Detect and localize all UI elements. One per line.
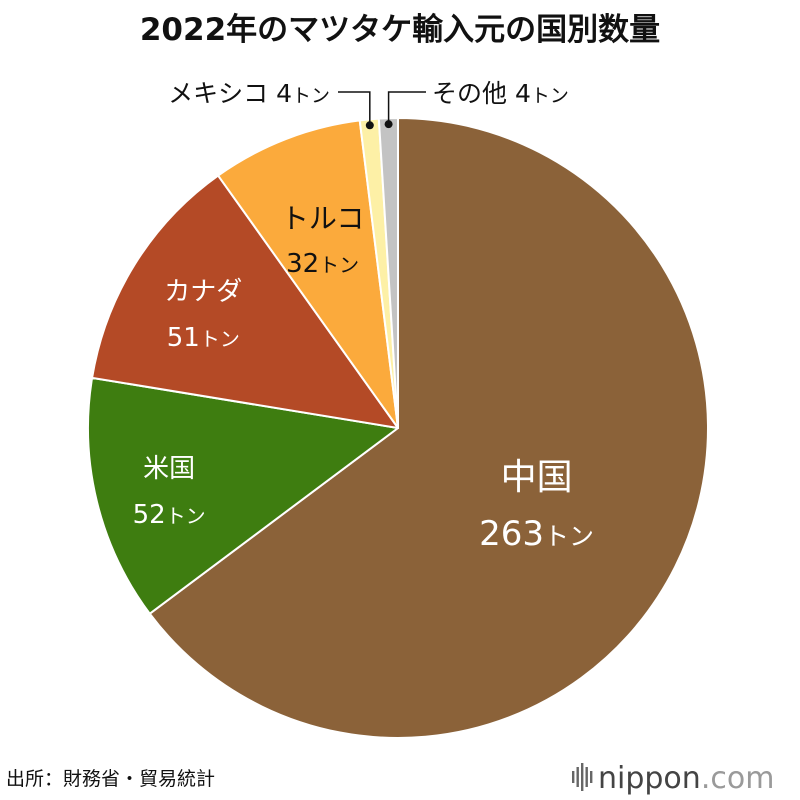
pie-slice-china [148, 117, 709, 739]
slice-value-china: 263トン [479, 514, 594, 554]
outside-label-mexico: メキシコ 4トン [168, 79, 330, 108]
logo-bars-icon [572, 763, 593, 791]
outside-label-other: その他 4トン [432, 79, 569, 108]
pie-slice-turkey [217, 119, 399, 429]
leader-line-mexico [338, 91, 371, 126]
slice-label-china: 中国 [501, 457, 573, 498]
slice-value-turkey: 32トン [286, 249, 359, 279]
slice-label-turkey: トルコ [281, 202, 364, 235]
nippon-com-logo: nippon.com [572, 761, 774, 796]
slice-value-canada: 51トン [167, 323, 240, 353]
leader-line-other [387, 91, 426, 125]
slice-value-usa: 52トン [133, 500, 206, 530]
source-note: 出所：財務省・貿易統計 [6, 768, 215, 790]
chart-title: 2022年のマツタケ輸入元の国別数量 [140, 12, 660, 48]
pie-slice-usa [87, 376, 399, 615]
logo-bar [576, 767, 579, 787]
logo-bar [590, 771, 593, 783]
slice-label-canada: カナダ [164, 277, 242, 307]
brand-name: nippon [598, 761, 701, 796]
brand-tld: .com [701, 761, 775, 796]
outside-labels: メキシコ 4トン その他 4トン [168, 79, 569, 130]
brand-wordmark: nippon.com [598, 761, 774, 796]
logo-bar [585, 767, 588, 787]
logo-bar [572, 771, 575, 783]
pie-slices [87, 117, 709, 739]
leader-dot-mexico [365, 121, 374, 130]
slice-labels: 中国 263トン 米国 52トン カナダ 51トン トルコ 32トン [133, 202, 594, 554]
logo-bar [581, 763, 584, 791]
leader-dot-other [384, 120, 393, 129]
slice-label-usa: 米国 [143, 454, 195, 484]
pie-slice-canada [91, 174, 399, 429]
